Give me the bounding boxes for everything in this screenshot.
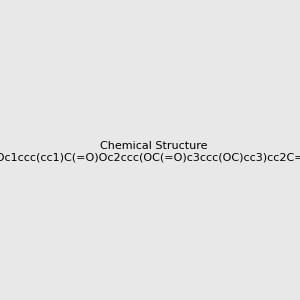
Text: Chemical Structure
COc1ccc(cc1)C(=O)Oc2ccc(OC(=O)c3ccc(OC)cc3)cc2C=Nc: Chemical Structure COc1ccc(cc1)C(=O)Oc2c… xyxy=(0,141,300,162)
